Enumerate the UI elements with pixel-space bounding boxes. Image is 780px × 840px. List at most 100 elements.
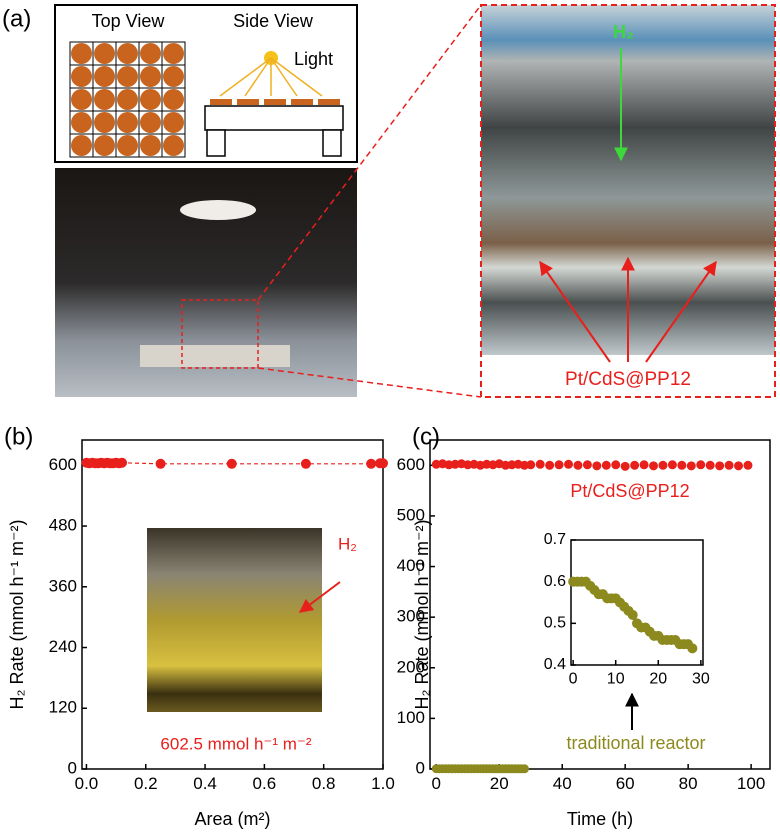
- data-point: [724, 460, 734, 470]
- catalyst-disk: [163, 66, 184, 87]
- data-point: [582, 460, 592, 470]
- catalyst-label: Pt/CdS@PP12: [565, 369, 691, 390]
- y-axis-label: H₂ Rate (mmol h⁻¹ m⁻²): [7, 520, 27, 710]
- data-point: [592, 461, 602, 471]
- annotation: H₂: [338, 534, 357, 553]
- data-point: [715, 461, 725, 471]
- side-view-stand: [204, 105, 344, 157]
- catalyst-disk: [117, 66, 138, 87]
- catalyst-disk: [163, 135, 184, 156]
- data-point: [601, 460, 611, 470]
- data-point: [696, 460, 706, 470]
- catalyst-disk: [140, 112, 161, 133]
- lamp: [180, 200, 256, 220]
- catalyst-disk: [140, 66, 161, 87]
- axes-frame: [429, 439, 771, 770]
- top-view-label: Top View: [92, 11, 166, 31]
- y-tick-label: 300: [397, 607, 425, 626]
- y-tick-label: 100: [397, 708, 425, 727]
- data-point: [677, 460, 687, 470]
- y-tick-label: 200: [397, 657, 425, 676]
- data-point: [630, 460, 640, 470]
- data-point: [545, 460, 555, 470]
- data-point: [649, 461, 659, 471]
- y-tick-label: 0: [416, 758, 425, 777]
- zoom-frame: [480, 4, 776, 398]
- catalyst-disk: [140, 135, 161, 156]
- x-axis-label: Time (h): [567, 809, 633, 829]
- x-tick-label: 0.4: [193, 774, 217, 793]
- data-point: [226, 458, 237, 469]
- x-tick-label: 60: [616, 774, 635, 793]
- x-tick-label: 30: [692, 671, 710, 688]
- catalyst-disk: [71, 135, 92, 156]
- catalyst-disk: [163, 89, 184, 110]
- x-tick-label: 0.2: [134, 774, 158, 793]
- x-tick-label: 10: [607, 671, 625, 688]
- data-point: [658, 460, 668, 470]
- x-tick-label: 20: [649, 671, 667, 688]
- y-tick-label: 600: [49, 455, 77, 474]
- catalyst-disk: [71, 66, 92, 87]
- y-tick-label: 480: [49, 516, 77, 535]
- y-tick-label: 0.7: [544, 531, 566, 548]
- data-point: [366, 458, 377, 469]
- catalyst-disk: [71, 89, 92, 110]
- bubble-photo: [147, 528, 322, 712]
- y-tick-label: 0: [68, 758, 77, 777]
- series-label: traditional reactor: [566, 733, 705, 753]
- y-tick-label: 0.5: [544, 615, 566, 632]
- data-point: [686, 461, 696, 471]
- catalyst-disk: [117, 89, 138, 110]
- x-tick-label: 0.0: [75, 774, 99, 793]
- x-tick-label: 40: [553, 774, 572, 793]
- y-tick-label: 240: [49, 637, 77, 656]
- x-tick-label: 100: [737, 774, 765, 793]
- y-tick-label: 360: [49, 576, 77, 595]
- x-tick-label: 80: [679, 774, 698, 793]
- catalyst-disk: [140, 43, 161, 64]
- catalyst-disk: [94, 135, 115, 156]
- zoom-line: [257, 4, 482, 301]
- data-point: [554, 460, 564, 470]
- y-tick-label: 400: [397, 556, 425, 575]
- data-point: [519, 764, 529, 774]
- data-point: [639, 460, 649, 470]
- data-point: [526, 460, 536, 470]
- panel-label: (b): [4, 423, 33, 450]
- annotation: 602.5 mmol h⁻¹ m⁻²: [160, 734, 311, 753]
- data-point: [743, 460, 753, 470]
- catalyst-disk: [94, 112, 115, 133]
- x-tick-label: 0.8: [312, 774, 336, 793]
- catalyst-disk: [94, 89, 115, 110]
- stand-photo: [140, 345, 290, 367]
- side-view-catalyst: [210, 99, 340, 105]
- y-tick-label: 0.6: [544, 573, 566, 590]
- catalyst-arrows: [539, 256, 717, 363]
- catalyst-disk: [71, 112, 92, 133]
- x-tick-label: 0: [432, 774, 441, 793]
- y-axis-label: H₂ Rate (mmol h⁻¹ m⁻²): [412, 520, 432, 710]
- catalyst-disk: [117, 112, 138, 133]
- zoom-box: [181, 299, 259, 369]
- data-point: [705, 460, 715, 470]
- catalyst-disk: [94, 66, 115, 87]
- data-point: [300, 458, 311, 469]
- data-point: [573, 460, 583, 470]
- panel-label: (c): [412, 423, 440, 450]
- data-point: [734, 461, 744, 471]
- x-axis-label: Area (m²): [195, 809, 271, 829]
- top-view-grid: [69, 41, 186, 158]
- data-point: [620, 461, 630, 471]
- zoom-line: [257, 367, 482, 398]
- panel-label: (a): [2, 5, 31, 32]
- data-point: [155, 458, 166, 469]
- axes-frame: [81, 439, 384, 770]
- catalyst-disk: [163, 112, 184, 133]
- series-label: Pt/CdS@PP12: [570, 481, 689, 501]
- catalyst-disk: [94, 43, 115, 64]
- light-label: Light: [294, 49, 333, 69]
- catalyst-disk: [117, 135, 138, 156]
- light-rays: [219, 57, 323, 97]
